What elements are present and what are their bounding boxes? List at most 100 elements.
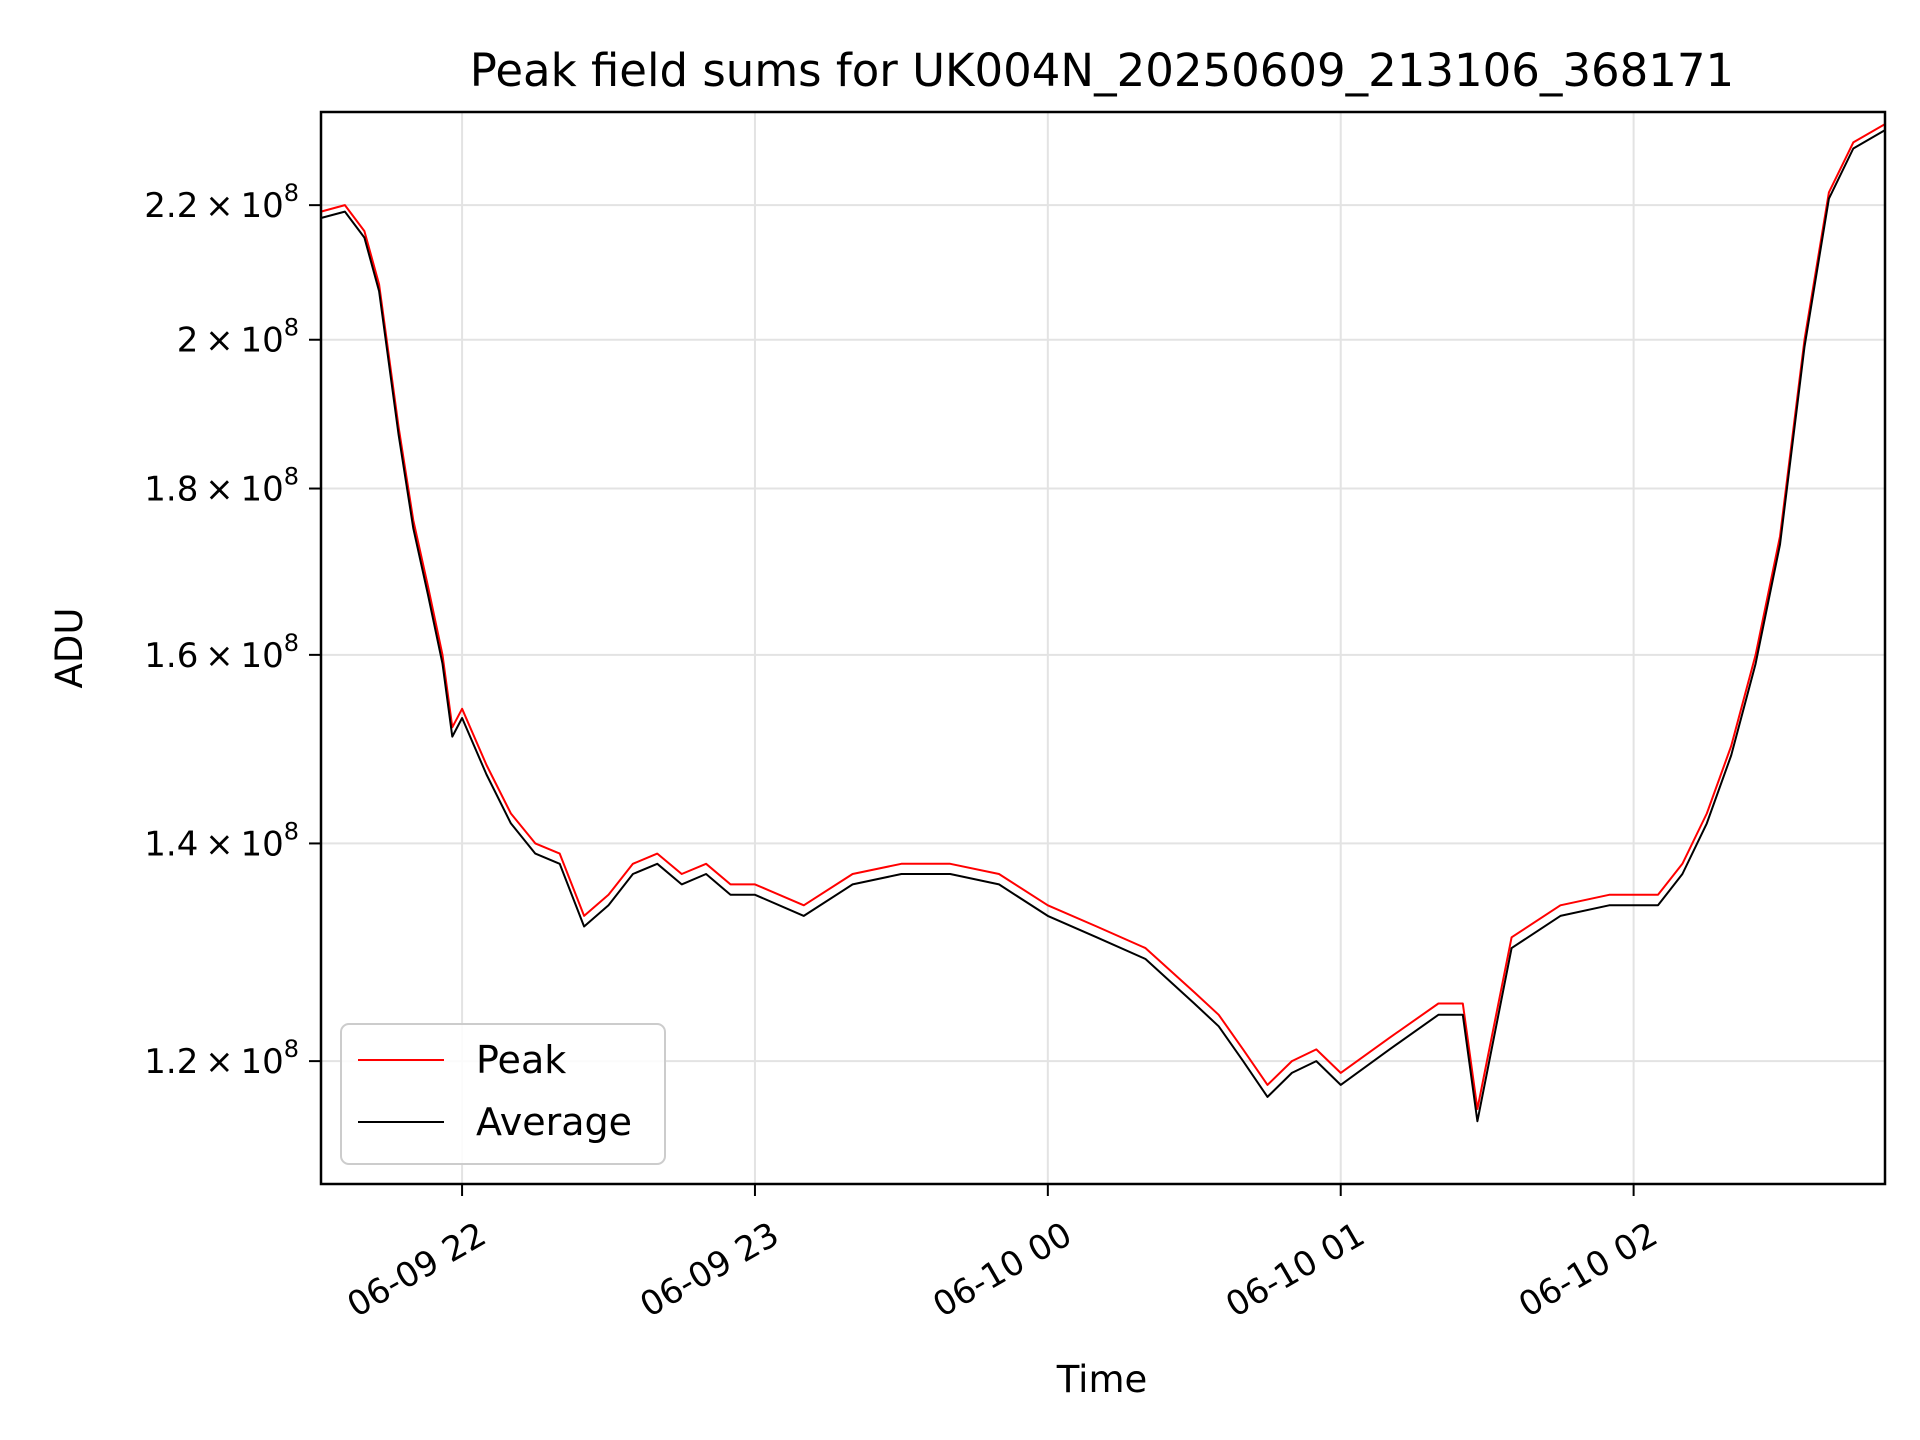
data-point: [998, 883, 1000, 886]
data-point: [1511, 947, 1513, 949]
data-point: [632, 873, 634, 875]
data-point: [1462, 1014, 1464, 1016]
data-point: [656, 863, 658, 865]
data-point: [1476, 1120, 1478, 1122]
y-tick-label: 1.4 × 108: [144, 817, 299, 864]
data-point: [998, 873, 1000, 875]
legend-average-label: Average: [476, 1100, 632, 1144]
chart-title: Peak field sums for UK004N_20250609_2131…: [470, 44, 1734, 97]
series-average: [320, 129, 1886, 1123]
data-point: [1218, 1025, 1220, 1027]
data-point: [461, 708, 463, 710]
data-point: [378, 283, 380, 285]
data-point: [1730, 745, 1732, 747]
data-point: [583, 925, 585, 928]
data-point: [852, 883, 854, 886]
data-point: [1657, 904, 1659, 906]
data-point: [363, 237, 365, 239]
series-layer: [320, 123, 1886, 1123]
data-point: [1476, 1108, 1478, 1110]
data-point: [1559, 915, 1561, 917]
data-point: [412, 527, 414, 529]
y-tick-label: 2.2 × 108: [144, 179, 299, 226]
data-point: [441, 663, 444, 665]
y-tick-label: 1.6 × 108: [144, 629, 299, 676]
data-point: [656, 853, 658, 855]
data-point: [363, 230, 365, 232]
x-axis-label: Time: [1056, 1358, 1148, 1401]
data-point: [754, 883, 756, 886]
data-point: [705, 863, 707, 865]
data-point: [1803, 346, 1806, 348]
data-point: [344, 204, 346, 206]
data-point: [1047, 904, 1049, 906]
data-point: [1828, 198, 1830, 200]
data-point: [1388, 1037, 1391, 1039]
data-point: [1755, 654, 1757, 656]
data-point: [583, 915, 585, 917]
y-tick-label: 2 × 108: [177, 314, 299, 361]
data-point: [1608, 894, 1610, 896]
data-point: [1144, 958, 1147, 960]
data-point: [632, 863, 634, 865]
data-point: [1315, 1060, 1317, 1062]
data-point: [607, 894, 610, 896]
data-point: [510, 822, 512, 825]
legend-peak-label: Peak: [476, 1038, 566, 1082]
data-point: [1242, 1048, 1244, 1050]
data-point: [1730, 754, 1732, 757]
data-point: [900, 863, 903, 865]
data-point: [1096, 925, 1098, 928]
data-point: [344, 211, 346, 213]
data-point: [1266, 1096, 1269, 1098]
data-point: [949, 873, 951, 875]
data-point: [1706, 822, 1708, 825]
data-point: [1852, 147, 1854, 150]
plot-frame: [319, 110, 1887, 1186]
data-point: [398, 434, 400, 436]
y-axis-label: ADU: [48, 608, 91, 689]
data-point: [1608, 904, 1610, 906]
data-point: [534, 842, 536, 845]
data-point: [1657, 894, 1659, 896]
data-point: [461, 717, 463, 719]
data-point: [681, 883, 683, 886]
data-point: [1437, 1002, 1439, 1005]
data-point: [427, 585, 429, 587]
series-line-peak: [320, 123, 1886, 1110]
data-point: [1559, 904, 1561, 906]
data-point: [681, 873, 683, 875]
data-point: [1755, 663, 1757, 665]
data-point: [949, 863, 951, 865]
data-point: [1144, 947, 1147, 949]
y-tick-label: 1.8 × 108: [144, 463, 299, 510]
data-point: [510, 812, 512, 815]
data-point: [1779, 543, 1781, 546]
data-point: [900, 873, 903, 875]
data-point: [803, 904, 805, 906]
data-point: [1218, 1014, 1220, 1016]
data-point: [1681, 873, 1683, 875]
data-point: [1511, 936, 1513, 938]
data-point: [427, 593, 429, 596]
legend: Peak Average: [340, 1023, 666, 1165]
data-point: [485, 773, 488, 776]
data-point: [1462, 1002, 1464, 1005]
data-point: [1193, 991, 1195, 993]
y-axis: 1.2 × 108 1.4 × 108 1.6 × 108 1.8 × 108 2 × …: [144, 179, 321, 1082]
data-point: [559, 863, 561, 865]
data-point: [1047, 915, 1049, 917]
data-point: [1242, 1060, 1244, 1062]
series-line-average: [320, 129, 1886, 1123]
data-point: [705, 873, 707, 875]
data-point: [729, 894, 732, 896]
data-point: [1681, 863, 1683, 865]
data-point: [1266, 1084, 1269, 1086]
data-point: [1706, 812, 1708, 815]
data-point: [559, 853, 561, 855]
data-point: [1340, 1084, 1342, 1086]
data-point: [852, 873, 854, 875]
y-tick-label: 1.2 × 108: [144, 1035, 299, 1082]
data-point: [1096, 936, 1098, 938]
